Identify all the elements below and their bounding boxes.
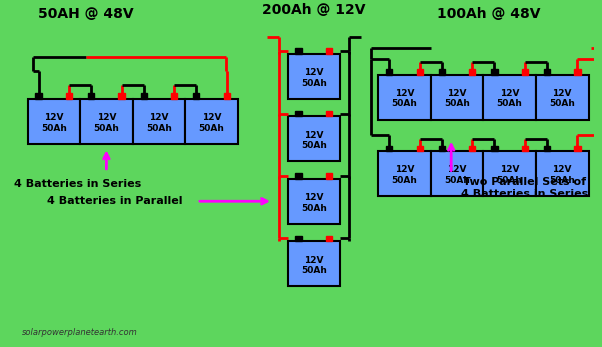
Bar [386, 69, 393, 75]
Bar [574, 145, 580, 151]
Text: 12V: 12V [304, 131, 324, 140]
Text: 50Ah: 50Ah [199, 124, 225, 133]
FancyBboxPatch shape [80, 99, 132, 144]
FancyBboxPatch shape [288, 54, 340, 99]
Text: 50Ah: 50Ah [444, 100, 470, 108]
Text: 12V: 12V [202, 113, 222, 122]
Bar [469, 145, 476, 151]
FancyBboxPatch shape [431, 151, 483, 196]
Text: 12V: 12V [97, 113, 116, 122]
FancyBboxPatch shape [185, 99, 238, 144]
Bar [296, 236, 302, 241]
Text: 50Ah: 50Ah [444, 176, 470, 185]
Bar [88, 93, 95, 99]
Text: 50Ah: 50Ah [391, 176, 417, 185]
Text: 50Ah: 50Ah [146, 124, 172, 133]
Bar [326, 236, 332, 241]
Bar [141, 93, 147, 99]
FancyBboxPatch shape [483, 75, 536, 120]
Text: 50Ah: 50Ah [41, 124, 67, 133]
Text: 200Ah @ 12V: 200Ah @ 12V [262, 3, 365, 17]
Bar [544, 145, 550, 151]
Text: 50Ah: 50Ah [301, 266, 327, 275]
Text: 12V: 12V [395, 89, 414, 98]
Bar [417, 69, 423, 75]
FancyBboxPatch shape [288, 116, 340, 161]
Bar [171, 93, 178, 99]
Bar [193, 93, 199, 99]
Text: solarpowerplanetearth.com: solarpowerplanetearth.com [22, 328, 137, 337]
Text: 4 Batteries in Series: 4 Batteries in Series [14, 179, 141, 189]
Text: 12V: 12V [44, 113, 64, 122]
Text: 12V: 12V [447, 89, 467, 98]
Text: 100Ah @ 48V: 100Ah @ 48V [438, 7, 541, 21]
Text: 12V: 12V [149, 113, 169, 122]
Text: 50Ah: 50Ah [301, 141, 327, 150]
Bar [439, 69, 445, 75]
Bar [326, 111, 332, 116]
Bar [296, 48, 302, 54]
Text: 12V: 12V [304, 68, 324, 77]
Text: 12V: 12V [553, 89, 572, 98]
Text: 4 Batteries in Parallel: 4 Batteries in Parallel [48, 196, 183, 206]
Bar [326, 48, 332, 54]
Text: 50AH @ 48V: 50AH @ 48V [38, 7, 134, 21]
Bar [522, 145, 528, 151]
Text: 12V: 12V [500, 89, 520, 98]
Text: 50Ah: 50Ah [301, 79, 327, 87]
Text: 50Ah: 50Ah [497, 176, 523, 185]
Bar [491, 69, 497, 75]
Text: 12V: 12V [304, 256, 324, 265]
Bar [36, 93, 42, 99]
Text: 12V: 12V [304, 193, 324, 202]
Text: 12V: 12V [447, 166, 467, 175]
Bar [386, 145, 393, 151]
Text: 12V: 12V [553, 166, 572, 175]
FancyBboxPatch shape [378, 151, 431, 196]
FancyBboxPatch shape [536, 151, 589, 196]
FancyBboxPatch shape [288, 179, 340, 224]
Bar [66, 93, 72, 99]
Bar [544, 69, 550, 75]
Text: 12V: 12V [500, 166, 520, 175]
Bar [417, 145, 423, 151]
Bar [522, 69, 528, 75]
Text: 12V: 12V [395, 166, 414, 175]
FancyBboxPatch shape [288, 241, 340, 286]
Text: 50Ah: 50Ah [301, 204, 327, 212]
FancyBboxPatch shape [431, 75, 483, 120]
Text: 50Ah: 50Ah [391, 100, 417, 108]
Text: 50Ah: 50Ah [549, 100, 575, 108]
Bar [296, 173, 302, 179]
Bar [574, 69, 580, 75]
Text: 50Ah: 50Ah [497, 100, 523, 108]
Bar [439, 145, 445, 151]
Bar [119, 93, 125, 99]
FancyBboxPatch shape [28, 99, 80, 144]
Bar [296, 111, 302, 116]
FancyBboxPatch shape [483, 151, 536, 196]
Bar [491, 145, 497, 151]
Bar [469, 69, 476, 75]
Bar [224, 93, 230, 99]
FancyBboxPatch shape [378, 75, 431, 120]
Text: 50Ah: 50Ah [93, 124, 119, 133]
FancyBboxPatch shape [536, 75, 589, 120]
Text: 50Ah: 50Ah [549, 176, 575, 185]
FancyBboxPatch shape [132, 99, 185, 144]
Bar [326, 173, 332, 179]
Text: Two Parallel Sets of
4 Batteries in Series: Two Parallel Sets of 4 Batteries in Seri… [461, 177, 588, 198]
